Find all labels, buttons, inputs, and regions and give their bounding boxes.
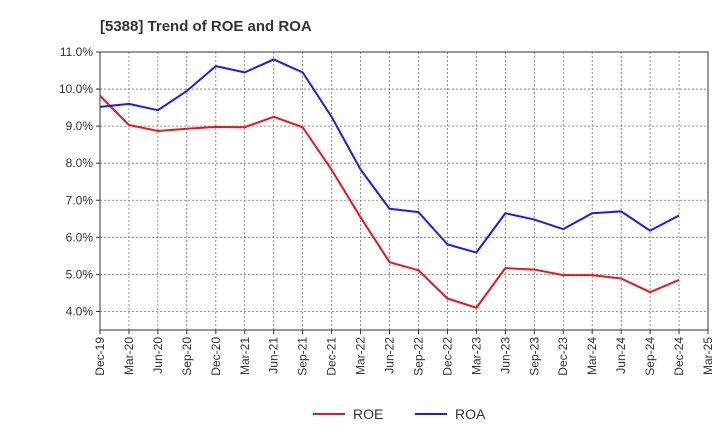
x-tick-label: Jun-20: [151, 337, 165, 374]
legend-label-roa: ROA: [455, 406, 486, 422]
x-tick-label: Mar-23: [469, 337, 483, 375]
x-tick-label: Dec-20: [209, 337, 223, 376]
gridlines: [100, 52, 708, 330]
x-tick-label: Sep-21: [296, 337, 310, 376]
x-tick-label: Mar-20: [122, 337, 136, 375]
y-tick-label: 7.0%: [66, 193, 94, 207]
x-tick-label: Jun-24: [614, 337, 628, 374]
series-line-roe: [99, 95, 680, 309]
x-tick-label: Jun-23: [498, 337, 512, 374]
y-tick-label: 9.0%: [66, 119, 94, 133]
x-tick-label: Dec-21: [325, 337, 339, 376]
y-axis-ticks: 4.0% 5.0% 6.0% 7.0% 8.0% 9.0% 10.0% 11.0%: [59, 45, 100, 318]
x-tick-label: Mar-21: [238, 337, 252, 375]
x-tick-label: Jun-21: [267, 337, 281, 374]
x-axis-ticks: Dec-19 Mar-20 Jun-20 Sep-20 Dec-20 Mar-21 Jun-…: [93, 330, 715, 376]
legend-label-roe: ROE: [353, 406, 383, 422]
x-tick-label: Sep-22: [411, 337, 425, 376]
legend: ROE ROA: [313, 406, 486, 422]
x-tick-label: Sep-23: [527, 337, 541, 376]
y-tick-label: 8.0%: [66, 156, 94, 170]
y-tick-label: 11.0%: [60, 45, 93, 59]
series-lines: [99, 58, 680, 309]
x-tick-label: Mar-24: [585, 337, 599, 375]
y-tick-label: 10.0%: [59, 82, 93, 96]
chart-title: [5388] Trend of ROE and ROA: [100, 18, 312, 35]
x-tick-label: Dec-24: [672, 337, 686, 376]
x-tick-label: Dec-22: [440, 337, 454, 376]
x-tick-label: Sep-24: [643, 337, 657, 376]
y-tick-label: 5.0%: [66, 267, 94, 281]
y-tick-label: 4.0%: [66, 304, 94, 318]
x-tick-label: Dec-23: [556, 337, 570, 376]
x-tick-label: Mar-22: [354, 337, 368, 375]
x-tick-label: Mar-25: [701, 337, 715, 375]
plot-frame: [99, 51, 709, 331]
y-tick-label: 6.0%: [66, 230, 94, 244]
series-line-roa: [99, 58, 680, 254]
x-tick-label: Sep-20: [180, 337, 194, 376]
x-tick-label: Jun-22: [383, 337, 397, 374]
x-tick-label: Dec-19: [93, 337, 107, 376]
